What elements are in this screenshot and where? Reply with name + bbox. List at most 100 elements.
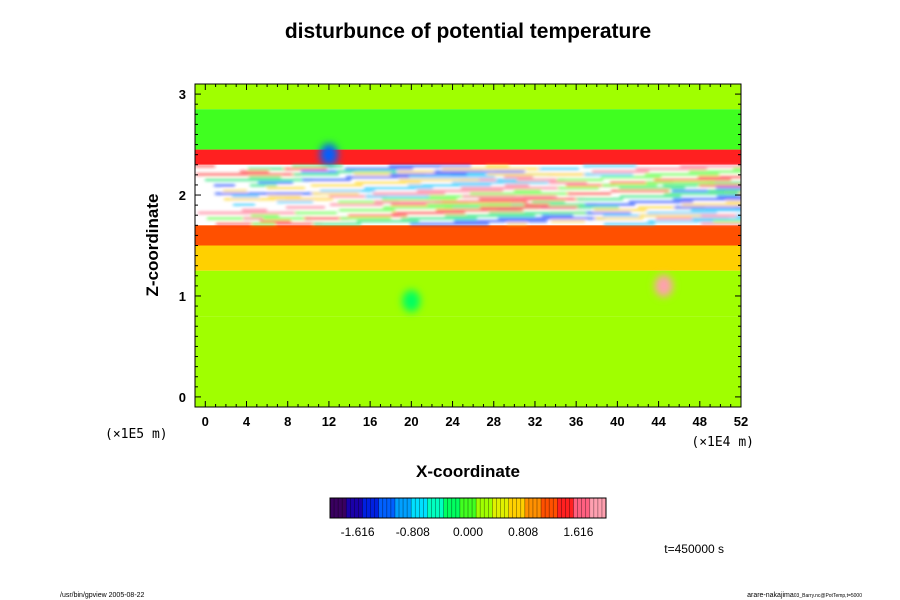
x-tick-label: 28 <box>487 414 501 429</box>
saturated-streak <box>248 168 285 170</box>
field-feature-2 <box>319 143 338 166</box>
saturated-streak <box>504 176 533 178</box>
saturated-streak <box>645 173 719 176</box>
field-feature-0 <box>654 274 673 297</box>
saturated-streak <box>338 201 399 203</box>
saturated-streak <box>654 179 731 181</box>
saturated-streak <box>365 195 429 198</box>
time-annotation: t=450000 s <box>664 542 724 556</box>
y-axis-label: Z-coordinate <box>143 194 162 297</box>
field-feature-1 <box>402 290 421 313</box>
saturated-streak <box>251 214 279 217</box>
saturated-streak <box>442 168 541 170</box>
colorbar: -1.616 -0.808 0.000 0.808 1.616 <box>329 497 607 539</box>
colorbar-tick-label: 0.808 <box>508 525 538 539</box>
saturated-streak <box>698 176 741 178</box>
heatmap-field <box>195 84 741 407</box>
saturated-streak <box>383 206 453 209</box>
saturated-streak <box>594 209 647 211</box>
saturated-streak <box>733 168 741 170</box>
y-tick-label: 1 <box>179 289 186 304</box>
saturated-streak <box>410 223 489 225</box>
saturated-streak <box>417 190 503 192</box>
field-band-6 <box>195 270 741 317</box>
saturated-streak <box>214 184 235 187</box>
saturated-streak <box>699 184 741 187</box>
saturated-streak <box>292 165 343 167</box>
saturated-streak <box>496 179 517 181</box>
saturated-streak <box>339 209 395 211</box>
saturated-streak <box>427 203 511 206</box>
field-band-1 <box>195 109 741 150</box>
saturated-streak <box>373 192 445 195</box>
colorbar-frame <box>329 497 607 519</box>
saturated-streak <box>301 170 355 173</box>
saturated-streak <box>680 165 741 167</box>
saturated-streak <box>487 173 595 176</box>
saturated-streak <box>691 209 741 211</box>
saturated-streak <box>726 201 741 203</box>
saturated-streak <box>701 223 741 225</box>
saturated-streak <box>401 217 477 220</box>
saturated-streak <box>707 181 741 184</box>
saturated-streak <box>602 184 657 187</box>
saturated-streak <box>577 206 619 209</box>
saturated-streak <box>636 168 707 170</box>
saturated-streak <box>604 223 655 225</box>
saturated-streak <box>470 192 573 195</box>
saturated-streak <box>735 206 741 209</box>
saturated-streak <box>549 181 587 184</box>
saturated-streak <box>329 195 387 198</box>
saturated-streak <box>486 165 509 167</box>
footer-right: arare-nakajima03_Barry.nc@PotTemp,t=5000 <box>747 592 862 599</box>
saturated-streak <box>330 203 383 206</box>
saturated-streak <box>498 217 605 220</box>
x-tick-label: 52 <box>734 414 748 429</box>
colorbar-tick-label: -0.808 <box>396 525 430 539</box>
saturated-streak <box>374 201 441 203</box>
saturated-streak <box>461 187 561 189</box>
saturated-streak <box>224 198 333 200</box>
x-tick-label: 20 <box>404 414 418 429</box>
field-band-2 <box>195 149 741 165</box>
y-tick-label: 2 <box>179 188 186 203</box>
x-axis-label: X-coordinate <box>416 462 520 481</box>
saturated-streak <box>355 181 421 184</box>
x-tick-label: 4 <box>243 414 251 429</box>
saturated-streak <box>524 203 549 206</box>
saturated-streak <box>277 201 313 203</box>
saturated-streak <box>674 206 741 209</box>
saturated-streak <box>717 195 741 198</box>
saturated-streak <box>507 223 527 225</box>
saturated-streak <box>340 217 391 220</box>
saturated-streak <box>267 187 305 189</box>
saturated-streak <box>585 203 635 206</box>
x-tick-label: 36 <box>569 414 583 429</box>
saturated-streak <box>646 181 715 184</box>
saturated-streak <box>311 184 363 187</box>
footer-right-sub: 03_Barry.nc@PotTemp,t=5000 <box>794 593 862 599</box>
saturated-streak <box>345 168 413 170</box>
saturated-streak <box>407 176 495 178</box>
saturated-streak <box>716 187 741 189</box>
saturated-streak <box>689 170 741 173</box>
x-tick-label: 24 <box>445 414 460 429</box>
saturated-streak <box>638 206 705 209</box>
saturated-streak <box>586 212 631 214</box>
saturated-streak <box>295 212 337 214</box>
saturated-streak <box>312 192 359 195</box>
x-tick-label: 40 <box>610 414 624 429</box>
saturated-streak <box>215 192 321 195</box>
saturated-streak <box>532 201 565 203</box>
saturated-streak <box>196 173 301 176</box>
saturated-streak <box>542 214 573 217</box>
saturated-streak <box>233 203 255 206</box>
colorbar-tick-label: 1.616 <box>563 525 593 539</box>
saturated-streak <box>639 214 701 217</box>
saturated-streak <box>648 220 713 222</box>
saturated-streak <box>205 179 313 181</box>
saturated-streak <box>583 165 637 167</box>
field-band-4 <box>195 225 741 246</box>
saturated-streak <box>242 209 267 211</box>
